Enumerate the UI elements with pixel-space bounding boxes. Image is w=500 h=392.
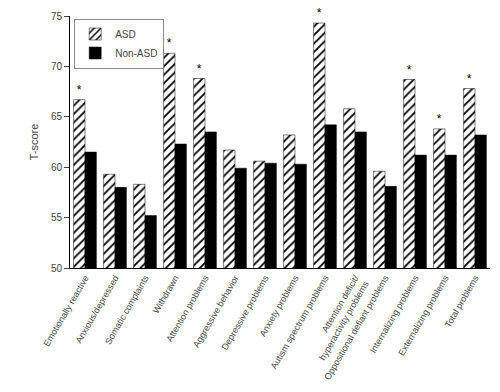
svg-text:T-score: T-score	[28, 124, 40, 161]
svg-text:Emotionally reactive: Emotionally reactive	[42, 274, 91, 349]
svg-text:Anxious/depressed: Anxious/depressed	[74, 274, 121, 345]
svg-text:75: 75	[51, 11, 63, 22]
svg-text:*: *	[407, 63, 412, 77]
svg-text:Internalizing problems: Internalizing problems	[368, 273, 421, 355]
svg-text:Non-ASD: Non-ASD	[115, 48, 157, 59]
svg-text:Withdrawn: Withdrawn	[151, 274, 181, 316]
svg-text:ASD: ASD	[115, 29, 136, 40]
svg-text:60: 60	[51, 162, 63, 173]
svg-text:Total problems: Total problems	[443, 273, 481, 329]
svg-text:Depressive problems: Depressive problems	[220, 273, 271, 352]
svg-text:*: *	[467, 72, 472, 86]
svg-text:65: 65	[51, 111, 63, 122]
svg-text:*: *	[437, 112, 442, 126]
svg-text:*: *	[167, 36, 172, 50]
svg-text:55: 55	[51, 212, 63, 223]
svg-text:*: *	[77, 83, 82, 97]
svg-text:Externalizing problems: Externalizing problems	[396, 273, 450, 357]
svg-text:Aggressive behavior: Aggressive behavior	[191, 274, 240, 350]
svg-text:70: 70	[51, 61, 63, 72]
svg-text:Autism spectrum problems: Autism spectrum problems	[269, 273, 331, 371]
svg-text:*: *	[317, 6, 322, 20]
svg-text:Attention deficit/hyperactivit: Attention deficit/hyperactivity problems	[307, 273, 371, 362]
svg-text:50: 50	[51, 263, 63, 274]
svg-text:Anxiety problems: Anxiety problems	[257, 273, 300, 338]
svg-text:Oppositional defiant problems: Oppositional defiant problems	[322, 273, 390, 382]
svg-text:*: *	[197, 62, 202, 76]
svg-text:Attention problems: Attention problems	[164, 273, 210, 343]
svg-text:Somatic complaints: Somatic complaints	[103, 273, 151, 346]
